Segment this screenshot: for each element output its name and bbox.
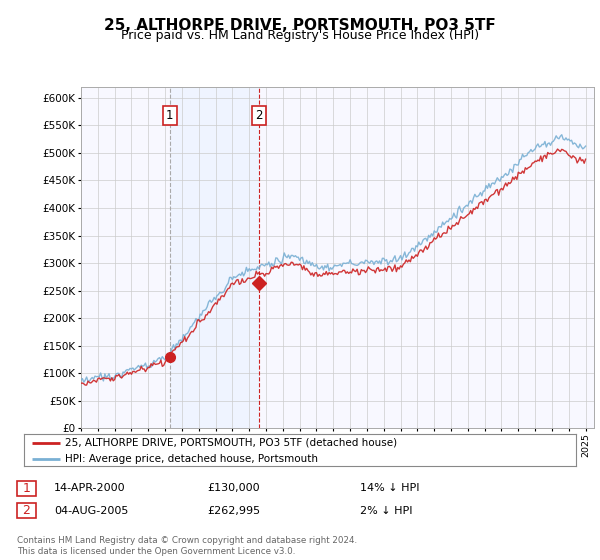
Text: Contains HM Land Registry data © Crown copyright and database right 2024.
This d: Contains HM Land Registry data © Crown c… [17, 536, 357, 556]
Text: 1: 1 [166, 109, 173, 122]
Text: £262,995: £262,995 [207, 506, 260, 516]
Text: 2% ↓ HPI: 2% ↓ HPI [360, 506, 413, 516]
Text: £130,000: £130,000 [207, 483, 260, 493]
Text: 04-AUG-2005: 04-AUG-2005 [54, 506, 128, 516]
Text: 2: 2 [22, 504, 31, 517]
Text: 25, ALTHORPE DRIVE, PORTSMOUTH, PO3 5TF (detached house): 25, ALTHORPE DRIVE, PORTSMOUTH, PO3 5TF … [65, 438, 398, 448]
Text: 1: 1 [22, 482, 31, 495]
Bar [170, 87, 259, 428]
Text: 14% ↓ HPI: 14% ↓ HPI [360, 483, 419, 493]
Text: Price paid vs. HM Land Registry's House Price Index (HPI): Price paid vs. HM Land Registry's House … [121, 29, 479, 42]
Text: HPI: Average price, detached house, Portsmouth: HPI: Average price, detached house, Port… [65, 454, 319, 464]
Text: 14-APR-2000: 14-APR-2000 [54, 483, 125, 493]
Text: 2: 2 [256, 109, 263, 122]
Text: 25, ALTHORPE DRIVE, PORTSMOUTH, PO3 5TF: 25, ALTHORPE DRIVE, PORTSMOUTH, PO3 5TF [104, 18, 496, 33]
